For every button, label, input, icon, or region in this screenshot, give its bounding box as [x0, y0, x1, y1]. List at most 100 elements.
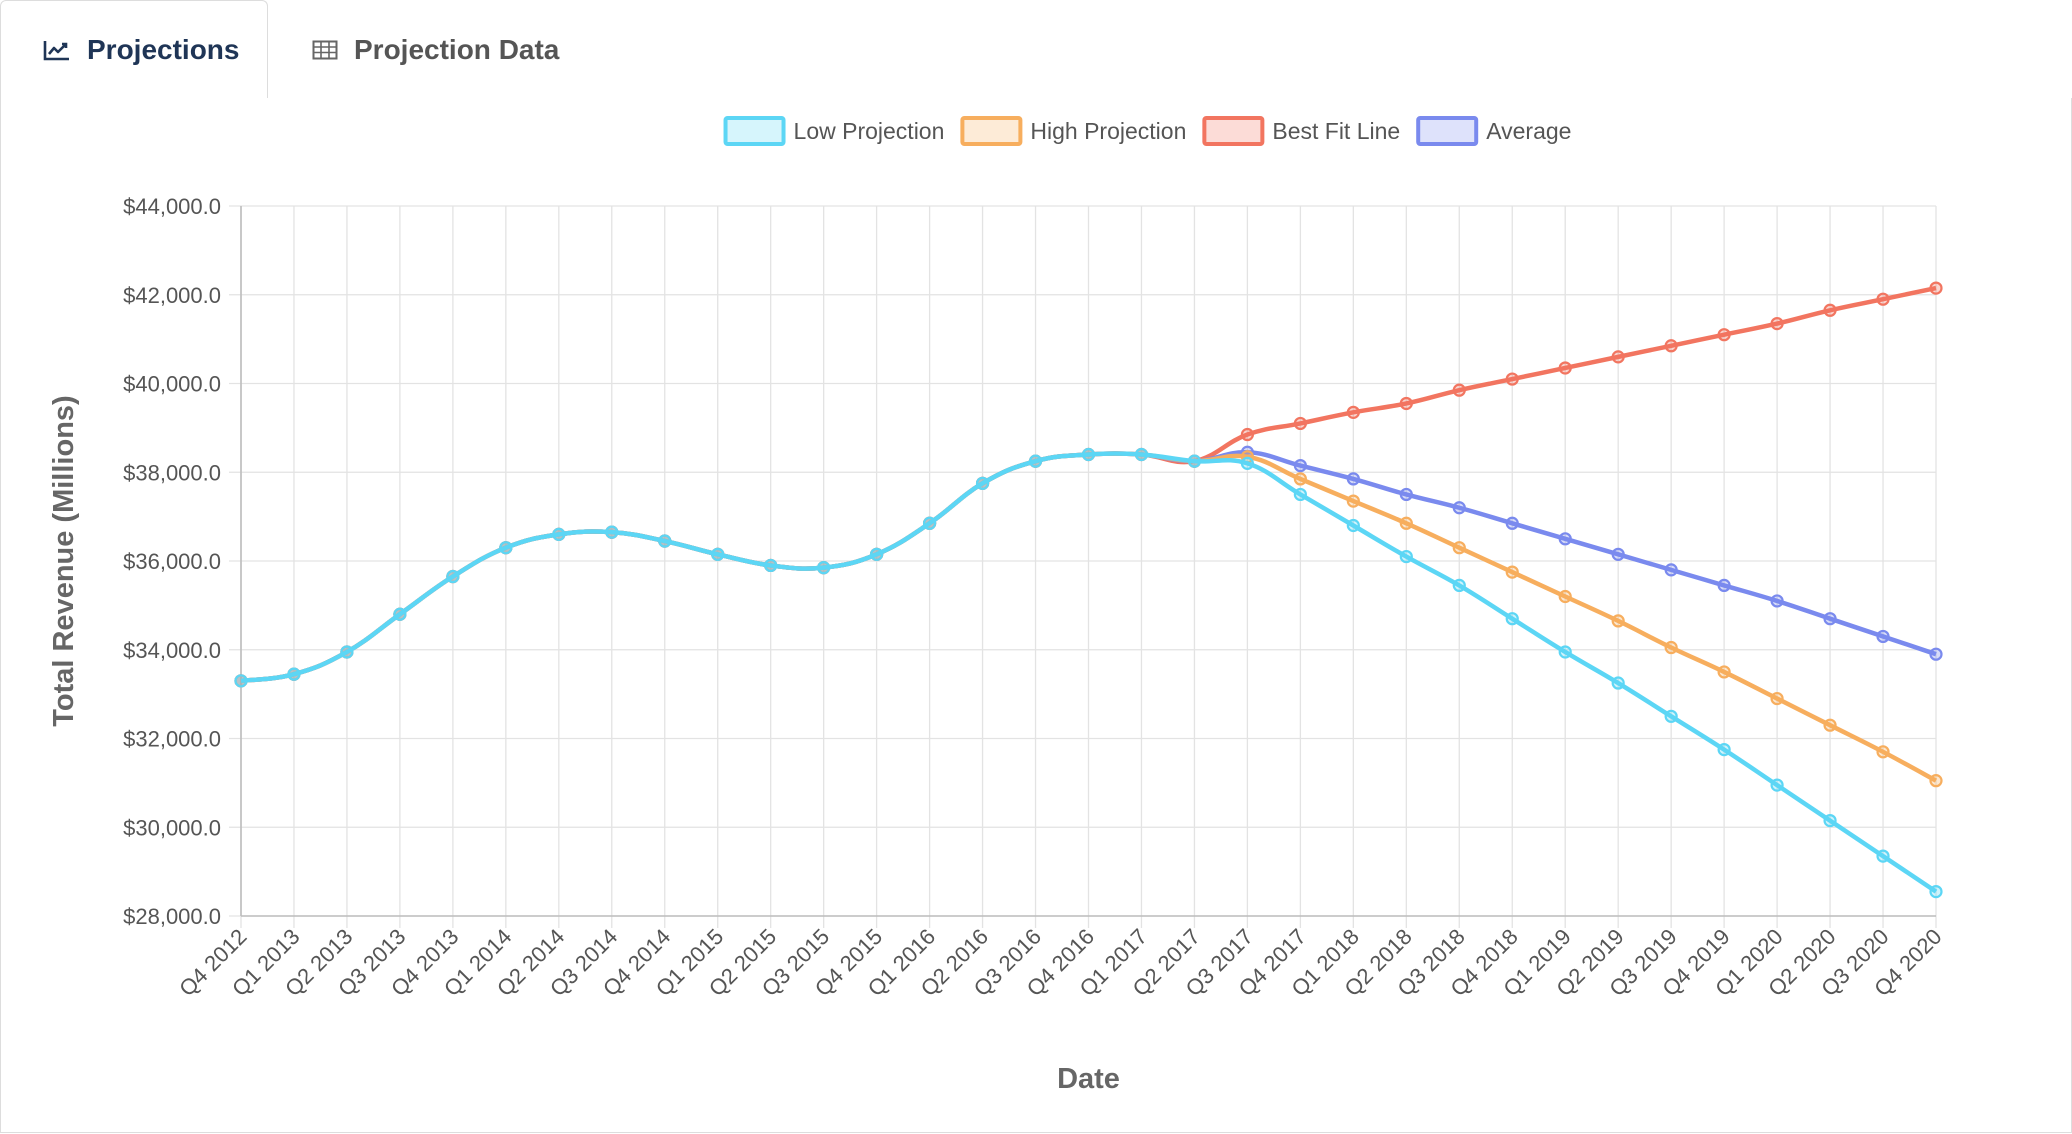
data-point: [1399, 487, 1413, 502]
data-point: [658, 534, 672, 548]
chart-legend: Low Projection High Projection Best Fit Li…: [723, 116, 1571, 146]
data-point: [1717, 665, 1731, 679]
data-point: [1876, 629, 1890, 644]
y-axis-ticks: $28,000.0 $30,000.0 $32,000.0 $34,000.0 $36,…: [123, 194, 221, 929]
data-point: [1611, 676, 1625, 690]
legend-item-high-projection: High Projection: [960, 116, 1186, 146]
x-axis-title: Date: [1057, 1063, 1120, 1095]
tab-projections[interactable]: Projections: [0, 0, 268, 99]
data-point: [499, 541, 513, 555]
data-point: [1452, 541, 1466, 555]
data-point: [1399, 549, 1413, 564]
tab-projections-label: Projections: [87, 34, 240, 65]
legend-item-average: Average: [1416, 116, 1571, 146]
tab-bar: Projections Projection Data: [0, 0, 2072, 99]
legend-item-best-fit-line: Best Fit Line: [1202, 116, 1400, 146]
tab-projection-data-label: Projection Data: [354, 33, 560, 65]
data-point: [1611, 547, 1625, 561]
data-point: [1558, 589, 1572, 604]
data-point: [1293, 472, 1307, 486]
data-point: [1929, 281, 1943, 295]
legend-item-low-projection: Low Projection: [723, 116, 945, 146]
data-point: [446, 569, 460, 584]
y-tick-label: $28,000.0: [123, 904, 221, 929]
data-point: [1187, 454, 1202, 468]
data-point: [1770, 778, 1784, 792]
data-point: [1452, 578, 1466, 593]
data-point: [234, 674, 248, 688]
series-line-low-projection: [240, 451, 1938, 894]
data-point: [764, 558, 778, 573]
data-point: [1505, 516, 1519, 530]
legend-swatch: [723, 116, 786, 146]
data-point: [1770, 691, 1784, 706]
legend-label: Low Projection: [794, 118, 945, 144]
data-point: [1346, 405, 1360, 419]
y-axis-title: Total Revenue (Millions): [48, 395, 80, 726]
data-point: [1558, 361, 1572, 375]
data-point: [1823, 718, 1837, 732]
data-point: [1876, 292, 1890, 306]
y-tick-label: $40,000.0: [123, 372, 221, 397]
data-point: [287, 667, 301, 681]
series-low-projection: [234, 447, 1943, 899]
data-point: [1664, 563, 1678, 577]
data-point: [1293, 458, 1307, 473]
data-point: [1876, 849, 1890, 863]
data-point: [1240, 456, 1255, 470]
y-tick-label: $38,000.0: [123, 460, 221, 485]
legend-swatch: [960, 116, 1023, 146]
data-point: [870, 547, 884, 561]
gridlines: [229, 205, 1937, 928]
data-point: [1240, 427, 1255, 442]
data-point: [1558, 645, 1572, 659]
data-point: [1346, 494, 1360, 508]
tab-projection-data[interactable]: Projection Data: [268, 0, 568, 99]
y-tick-label: $32,000.0: [123, 727, 221, 752]
data-point: [1664, 640, 1678, 655]
legend-swatch: [1202, 116, 1265, 146]
data-point: [1770, 316, 1784, 331]
data-point: [1134, 447, 1149, 462]
data-point: [1611, 350, 1625, 364]
data-point: [1770, 594, 1784, 608]
data-point: [1452, 383, 1466, 397]
data-point: [1823, 612, 1837, 626]
y-tick-label: $42,000.0: [123, 283, 221, 308]
data-point: [1823, 303, 1837, 317]
y-tick-label: $34,000.0: [123, 638, 221, 663]
data-point: [1664, 709, 1678, 723]
legend-swatch: [1416, 116, 1479, 146]
data-point: [1876, 745, 1890, 759]
data-point: [711, 547, 725, 561]
data-point: [1664, 339, 1678, 353]
data-point: [1293, 416, 1307, 431]
data-point: [1346, 472, 1360, 486]
data-point: [340, 645, 354, 659]
y-tick-label: $30,000.0: [123, 815, 221, 840]
table-icon: [312, 40, 338, 60]
legend-label: High Projection: [1030, 118, 1186, 144]
data-point: [1293, 487, 1307, 502]
data-point: [1505, 612, 1519, 626]
data-point: [1717, 742, 1731, 757]
data-point: [1929, 647, 1943, 661]
data-point: [1717, 328, 1731, 342]
data-point: [1717, 578, 1731, 593]
data-point: [605, 525, 619, 539]
data-point: [1558, 532, 1572, 546]
data-point: [1399, 396, 1413, 411]
chart-panel: $28,000.0 $30,000.0 $32,000.0 $34,000.0 $36,…: [0, 98, 2072, 1133]
revenue-projection-chart: $28,000.0 $30,000.0 $32,000.0 $34,000.0 $36,…: [48, 116, 1947, 1095]
data-point: [552, 527, 566, 541]
data-point: [1929, 774, 1943, 788]
data-point: [975, 476, 990, 490]
y-tick-label: $44,000.0: [123, 194, 221, 219]
data-point: [1452, 501, 1466, 515]
data-point: [1346, 518, 1360, 533]
data-point: [1505, 372, 1519, 386]
data-point: [1611, 614, 1625, 628]
data-point: [1028, 454, 1043, 468]
data-point: [1505, 565, 1519, 579]
